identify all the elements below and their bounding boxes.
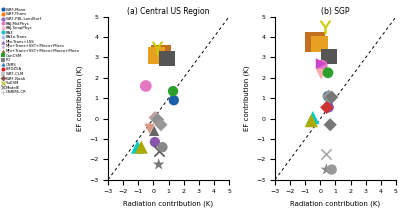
Point — [158, 123, 164, 126]
Point — [312, 41, 318, 44]
Point — [318, 62, 324, 65]
Point — [164, 57, 170, 60]
Point — [134, 145, 141, 149]
Point — [324, 106, 330, 109]
Point — [308, 119, 314, 122]
Point — [322, 153, 329, 156]
Point — [327, 96, 334, 99]
Title: (b) SGP: (b) SGP — [321, 7, 350, 16]
Y-axis label: EF contribution (K): EF contribution (K) — [77, 65, 84, 131]
Point — [152, 116, 158, 119]
Point — [151, 129, 157, 133]
Point — [326, 55, 332, 58]
Point — [158, 53, 164, 56]
Point — [154, 118, 161, 121]
X-axis label: Radiation contribution (K): Radiation contribution (K) — [290, 200, 380, 206]
Point — [153, 54, 160, 57]
Point — [159, 145, 166, 149]
Title: (a) Central US Region: (a) Central US Region — [127, 7, 210, 16]
Point — [146, 127, 153, 130]
Point — [325, 94, 331, 98]
Point — [170, 99, 177, 102]
Point — [319, 64, 325, 67]
Point — [322, 25, 328, 29]
Point — [170, 89, 176, 93]
Point — [156, 163, 162, 166]
Point — [325, 71, 331, 74]
Point — [154, 47, 160, 50]
Point — [143, 84, 149, 88]
Point — [156, 150, 162, 153]
Point — [328, 96, 335, 99]
Point — [326, 94, 332, 98]
Point — [327, 123, 334, 126]
Point — [328, 168, 335, 171]
X-axis label: Radiation contribution (K): Radiation contribution (K) — [124, 200, 214, 206]
Point — [316, 43, 323, 46]
Point — [138, 145, 144, 149]
Point — [152, 140, 158, 144]
Y-axis label: EF contribution (K): EF contribution (K) — [244, 65, 250, 131]
Point — [323, 168, 330, 171]
Point — [318, 73, 324, 76]
Legend: WRF-Meso, WRF-Thom, WRF-PBL-LandSurf, RAJ-MidPhys, RAJ-SnapPhys, RA3, RA3n-Trans: WRF-Meso, WRF-Thom, WRF-PBL-LandSurf, RA… — [0, 6, 81, 96]
Point — [310, 116, 316, 119]
Point — [326, 106, 332, 109]
